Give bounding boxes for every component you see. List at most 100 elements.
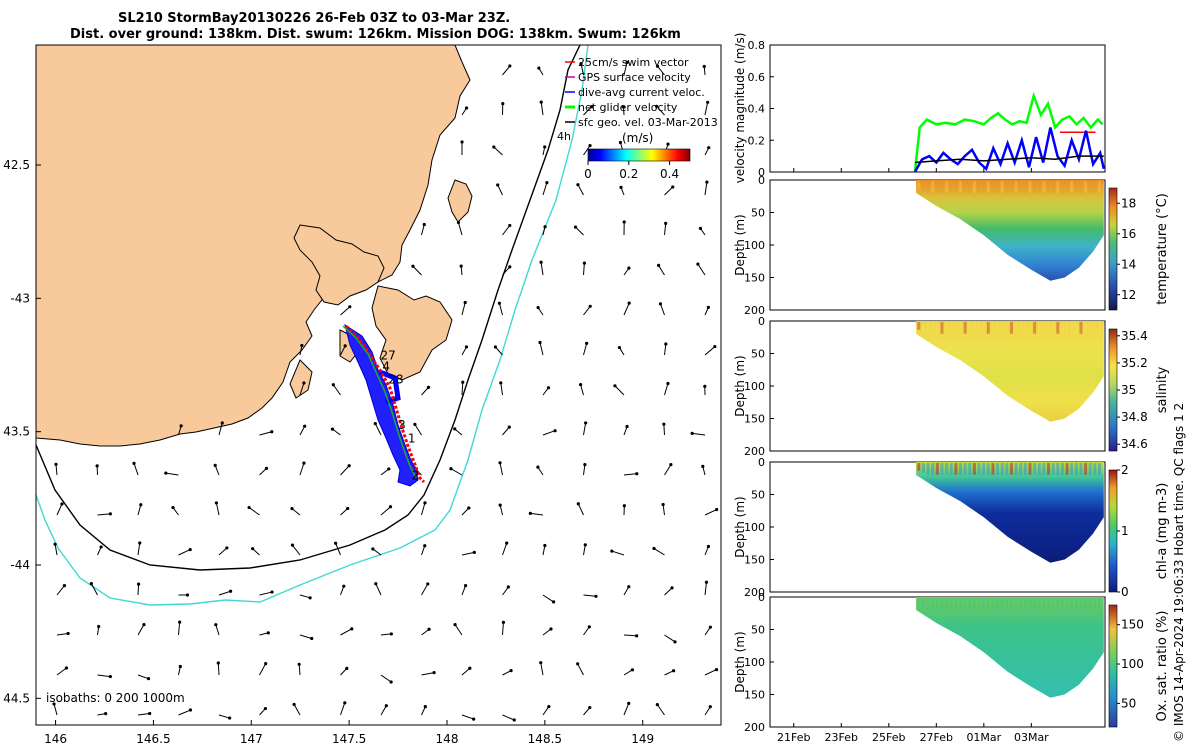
velocity-arrow-head (573, 225, 578, 229)
velocity-arrow (664, 186, 674, 196)
velocity-series-line (913, 127, 1105, 172)
velocity-arrow-head (501, 620, 506, 624)
velocity-arrow-head (652, 546, 656, 551)
track-label: 4 (382, 359, 390, 373)
section-texture (1065, 322, 1069, 334)
map-xtick-label: 146 (44, 732, 67, 746)
velocity-arrow (583, 626, 590, 636)
section-texture (1065, 598, 1069, 610)
section-texture (963, 181, 967, 193)
section-texture (1051, 181, 1055, 193)
velocity-arrow (299, 634, 312, 639)
velocity-arrow-head (347, 464, 351, 468)
section-texture (1042, 322, 1046, 334)
depth-ytick-label: 100 (744, 239, 765, 252)
velocity-arrow (498, 303, 503, 316)
section-texture (1093, 181, 1097, 193)
velocity-arrow-head (468, 666, 472, 670)
depth-ytick-label: 150 (744, 689, 765, 702)
velocity-arrow (577, 503, 584, 516)
credit-text: © IMOS 14-Apr-2024 19:06:33 Hobart time.… (1172, 402, 1186, 742)
section-texture (1070, 181, 1074, 193)
velocity-arrow (137, 504, 142, 516)
velocity-arrow (583, 594, 597, 597)
depth-ytick-label: 100 (744, 521, 765, 534)
section-fill (916, 180, 1104, 281)
section-texture (1037, 598, 1041, 610)
velocity-arrow-head (705, 180, 709, 184)
velocity-arrow-head (426, 385, 431, 389)
section-texture (972, 463, 976, 475)
velocity-arrow-head (264, 466, 269, 470)
velocity-arrow-head (463, 584, 468, 588)
velocity-arrow (583, 464, 586, 476)
depth-xtick-label: 21Feb (777, 731, 810, 744)
velocity-arrow (340, 465, 350, 476)
velocity-arrow-head (188, 708, 193, 712)
depth-ytick-label: 50 (751, 348, 765, 361)
section-texture (1060, 322, 1064, 334)
velocity-arrow-head (706, 544, 711, 549)
velocity-arrow-head (625, 424, 629, 429)
velocity-arrow (502, 225, 511, 236)
velocity-arrow-head (630, 668, 635, 672)
section-texture (1000, 598, 1004, 610)
depth-cb-tick-label: 18 (1121, 196, 1136, 210)
velocity-arrow-head (432, 671, 436, 675)
velocity-arrow-head (708, 625, 712, 629)
land-forestier-peninsula (293, 224, 385, 306)
section-texture (1070, 322, 1074, 334)
depth-ytick-label: 50 (751, 207, 765, 220)
velocity-arrow-head (136, 582, 141, 586)
velocity-arrow-head (543, 543, 547, 548)
velocity-arrow (299, 594, 311, 599)
velocity-arrow-head (464, 106, 469, 110)
velocity-arrow (97, 513, 111, 516)
map-ytick-label: 42.5 (3, 158, 30, 172)
section-texture (986, 463, 990, 475)
legend-4h: 4h (557, 130, 571, 143)
velocity-arrow (293, 704, 301, 716)
depth-cb-tick-label: 50 (1121, 696, 1136, 710)
velocity-arrow (218, 547, 228, 556)
section-texture (963, 463, 967, 475)
velocity-arrow-head (387, 467, 391, 471)
section-texture (1033, 598, 1037, 610)
depth-xtick-label: 01Mar (966, 731, 1001, 744)
legend-gps: GPS surface velocity (578, 71, 691, 84)
depth-xtick-label: 25Feb (872, 731, 905, 744)
velocity-arrow-head (229, 589, 233, 593)
section-texture (968, 598, 972, 610)
map-legend: 25cm/s swim vector GPS surface velocity … (557, 56, 718, 181)
map-colorbar-ticks: 0 0.2 0.4 (584, 161, 679, 181)
velocity-arrow-head (171, 505, 175, 510)
velocity-arrow (583, 343, 588, 356)
velocity-arrow (215, 502, 220, 516)
velocity-arrow-head (549, 627, 553, 631)
section-texture (1019, 598, 1023, 610)
velocity-arrow (340, 702, 346, 716)
depth-cb-tick-label: 12 (1121, 288, 1136, 302)
velocity-arrow (218, 714, 230, 719)
section-texture (1005, 181, 1009, 193)
velocity-arrow (623, 302, 630, 316)
velocity-arrow-head (426, 582, 430, 586)
velocity-arrow (542, 430, 556, 436)
velocity-arrow-head (696, 262, 700, 266)
velocity-arrow (502, 714, 515, 721)
depth-ytick-label: 200 (744, 445, 765, 458)
velocity-arrow-head (459, 264, 463, 268)
section-texture (1037, 463, 1041, 475)
section-texture (926, 322, 930, 334)
section-fill (916, 462, 1104, 563)
velocity-arrow (299, 345, 303, 356)
velocity-arrow-head (506, 585, 510, 589)
section-texture (963, 322, 967, 334)
velocity-arrow-head (52, 702, 56, 706)
section-texture (972, 322, 976, 334)
section-texture (1084, 598, 1088, 610)
velocity-arrow-head (610, 549, 614, 553)
velocity-arrow (697, 263, 706, 276)
